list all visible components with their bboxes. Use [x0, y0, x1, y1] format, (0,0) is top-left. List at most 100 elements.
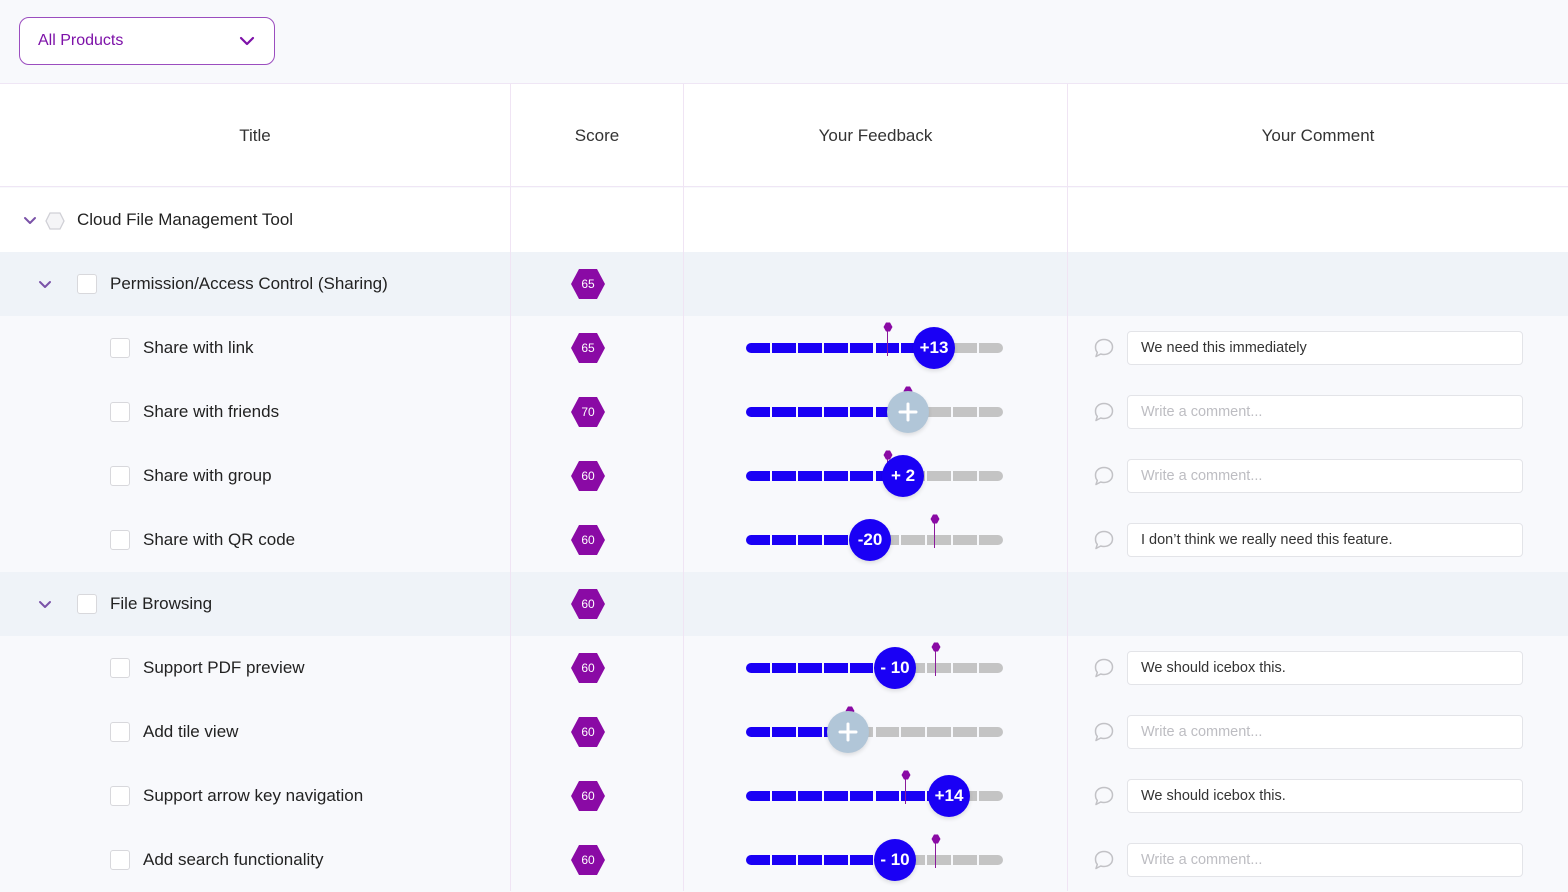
slider-segment: [953, 663, 978, 673]
slider-segment: [771, 471, 796, 481]
group-checkbox[interactable]: [77, 274, 97, 294]
table-header: Title Score Your Feedback Your Comment: [0, 84, 1568, 187]
item-checkbox[interactable]: [110, 466, 130, 486]
feedback-value-knob[interactable]: +14: [928, 775, 970, 817]
item-row: Share with QR code 60 -20: [0, 508, 1568, 572]
score-badge: 60: [570, 844, 606, 876]
root-row: Cloud File Management Tool: [0, 188, 1568, 252]
feedback-slider[interactable]: [746, 706, 1003, 753]
add-feedback-button[interactable]: [887, 391, 929, 433]
score-value: 60: [581, 533, 595, 547]
comment-bubble-icon[interactable]: [1093, 401, 1115, 423]
slider-segment: [927, 855, 952, 865]
feedback-slider[interactable]: - 10: [746, 834, 1003, 881]
item-checkbox[interactable]: [110, 850, 130, 870]
slider-segment: [979, 407, 1003, 417]
feedback-value: -20: [857, 530, 883, 549]
item-checkbox[interactable]: [110, 338, 130, 358]
slider-segment: [771, 535, 796, 545]
slider-segment: [979, 535, 1003, 545]
slider-segment: [875, 791, 900, 801]
feedback-slider[interactable]: -20: [746, 514, 1003, 561]
comment-bubble-icon[interactable]: [1093, 785, 1115, 807]
slider-segment: [979, 855, 1003, 865]
comment-bubble-icon[interactable]: [1093, 657, 1115, 679]
group-title: Permission/Access Control (Sharing): [110, 274, 388, 293]
slider-segment: [746, 727, 770, 737]
average-marker-line: [934, 516, 935, 548]
comment-bubble-icon[interactable]: [1093, 849, 1115, 871]
item-row: Support PDF preview 60 - 10: [0, 636, 1568, 700]
item-checkbox[interactable]: [110, 722, 130, 742]
slider-segment: [746, 663, 770, 673]
comment-input[interactable]: [1127, 331, 1523, 365]
comment-bubble-icon[interactable]: [1093, 529, 1115, 551]
comment-bubble-icon[interactable]: [1093, 465, 1115, 487]
feedback-value-knob[interactable]: - 10: [874, 839, 916, 881]
hexagon-icon: [571, 333, 605, 363]
slider-segment: [746, 343, 770, 353]
item-checkbox[interactable]: [110, 658, 130, 678]
feedback-slider[interactable]: - 10: [746, 642, 1003, 689]
chevron-down-icon[interactable]: [37, 276, 53, 292]
slider-segment: [746, 791, 770, 801]
hexagon-icon: [571, 589, 605, 619]
feedback-value: - 10: [880, 658, 910, 677]
slider-segment: [953, 727, 978, 737]
slider-segment: [746, 855, 770, 865]
column-header-title[interactable]: Title: [239, 125, 271, 145]
slider-segment: [823, 535, 848, 545]
feedback-slider[interactable]: + 2: [746, 450, 1003, 497]
column-header-comment[interactable]: Your Comment: [1261, 125, 1375, 145]
comment-input[interactable]: [1127, 715, 1523, 749]
comment-input[interactable]: [1127, 779, 1523, 813]
comment-input[interactable]: [1127, 523, 1523, 557]
item-row: Share with group 60 + 2: [0, 444, 1568, 508]
product-filter-dropdown[interactable]: All Products: [19, 17, 275, 65]
feedback-value: +14: [934, 786, 964, 805]
feedback-value-knob[interactable]: +13: [913, 327, 955, 369]
score-badge: 60: [570, 524, 606, 556]
chevron-down-icon[interactable]: [37, 596, 53, 612]
average-marker-line: [935, 836, 936, 868]
item-checkbox[interactable]: [110, 402, 130, 422]
add-feedback-button[interactable]: [827, 711, 869, 753]
score-badge: 60: [570, 460, 606, 492]
hexagon-icon: [571, 845, 605, 875]
group-checkbox[interactable]: [77, 594, 97, 614]
item-title: Support arrow key navigation: [143, 786, 364, 805]
average-marker-line: [935, 644, 936, 676]
average-marker-icon: [930, 511, 940, 524]
slider-segment: [979, 471, 1003, 481]
column-header-score[interactable]: Score: [574, 125, 620, 145]
feedback-value-knob[interactable]: - 10: [874, 647, 916, 689]
comment-bubble-icon[interactable]: [1093, 721, 1115, 743]
slider-segment: [823, 855, 848, 865]
item-title: Add tile view: [143, 722, 239, 741]
chevron-down-icon[interactable]: [22, 212, 38, 228]
feedback-value-knob[interactable]: + 2: [882, 455, 924, 497]
plus-icon: [898, 402, 918, 422]
comment-input[interactable]: [1127, 395, 1523, 429]
item-checkbox[interactable]: [110, 530, 130, 550]
feedback-slider[interactable]: +14: [746, 770, 1003, 817]
feedback-value-knob[interactable]: -20: [849, 519, 891, 561]
score-value: 65: [581, 277, 595, 291]
column-header-feedback[interactable]: Your Feedback: [818, 125, 933, 145]
feedback-slider[interactable]: [746, 386, 1003, 433]
feedback-slider[interactable]: +13: [746, 322, 1003, 369]
slider-segment: [771, 407, 796, 417]
chevron-down-icon: [239, 36, 255, 46]
comment-input[interactable]: [1127, 459, 1523, 493]
comment-bubble-icon[interactable]: [1093, 337, 1115, 359]
item-checkbox[interactable]: [110, 786, 130, 806]
score-badge: 60: [570, 780, 606, 812]
item-row: Add search functionality 60 - 10: [0, 828, 1568, 892]
comment-input[interactable]: [1127, 651, 1523, 685]
comment-input[interactable]: [1127, 843, 1523, 877]
slider-segment: [979, 663, 1003, 673]
average-marker-icon: [901, 767, 911, 780]
slider-segment: [901, 727, 926, 737]
hexagon-icon: [571, 397, 605, 427]
slider-segment: [979, 791, 1003, 801]
